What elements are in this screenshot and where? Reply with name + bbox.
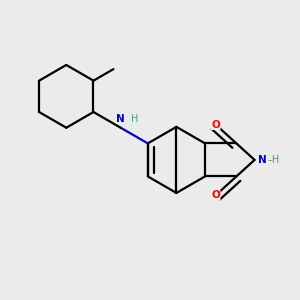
Text: O: O (211, 190, 220, 200)
Text: N: N (258, 155, 267, 165)
Text: N: N (116, 114, 125, 124)
Text: O: O (211, 119, 220, 130)
Text: H: H (130, 114, 138, 124)
Text: –H: –H (267, 155, 279, 165)
